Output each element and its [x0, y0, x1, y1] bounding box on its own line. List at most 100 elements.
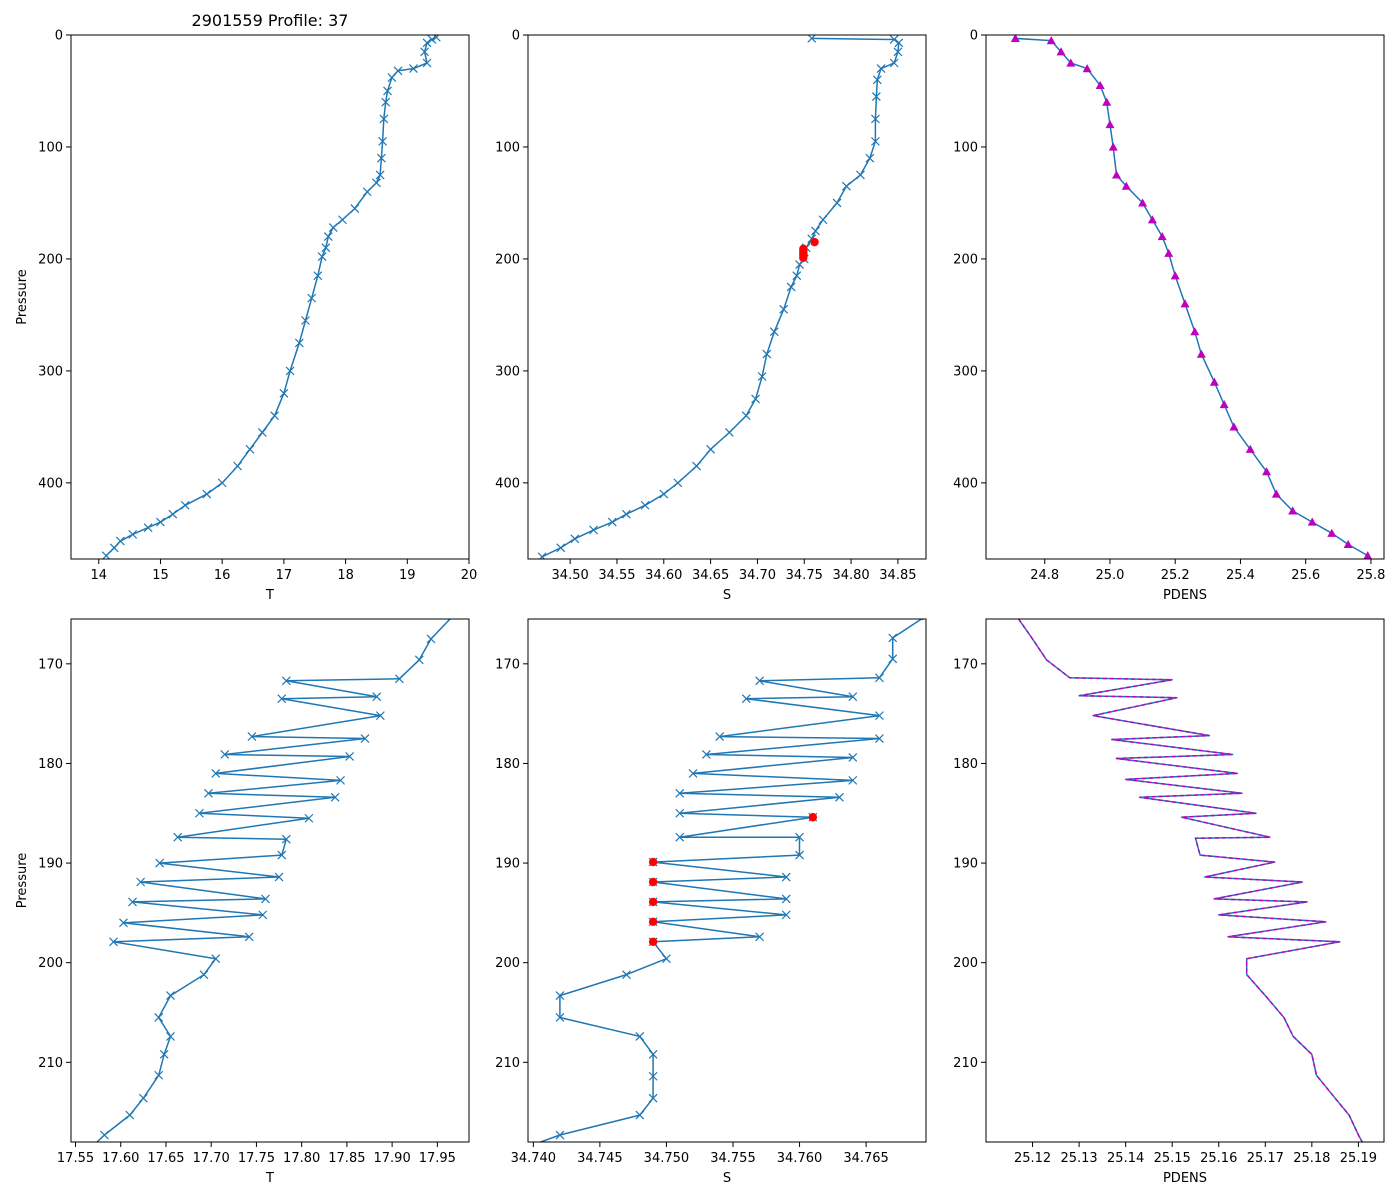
y-tick-label: 200	[38, 252, 63, 267]
data-point	[1262, 467, 1272, 476]
data-group	[101, 35, 441, 559]
data-point	[414, 655, 424, 665]
data-point	[375, 170, 385, 180]
data-point	[648, 1071, 658, 1081]
x-tick-label: 24.8	[1030, 568, 1059, 583]
data-point	[675, 808, 685, 818]
y-tick-label: 190	[953, 857, 978, 872]
data-point	[635, 1110, 645, 1120]
data-point	[893, 47, 903, 57]
data-point	[345, 752, 355, 761]
data-point	[894, 38, 904, 48]
data-point	[378, 136, 388, 146]
x-tick-label: 34.70	[739, 568, 776, 583]
y-tick-label: 200	[495, 956, 520, 971]
data-point	[101, 551, 111, 559]
data-point	[871, 114, 880, 124]
data-point	[795, 832, 804, 842]
data-point	[781, 910, 791, 920]
data-point	[811, 226, 820, 236]
data-point	[128, 529, 138, 539]
data-point	[372, 178, 381, 188]
data-point	[285, 366, 295, 376]
data-point	[159, 1049, 169, 1059]
data-point	[1105, 120, 1115, 129]
data-point	[202, 489, 212, 499]
y-tick-label: 180	[38, 757, 63, 772]
data-point	[409, 64, 418, 74]
data-point	[555, 1013, 565, 1022]
y-tick-label: 0	[512, 29, 520, 44]
data-point	[701, 750, 711, 759]
data-point	[856, 170, 865, 180]
subplot-pdens-zoom: 25.12 25.13 25.14 25.15 25.16 25.17 25.18 25.19…	[953, 618, 1385, 1186]
axes-frame	[527, 34, 927, 560]
data-point	[173, 832, 183, 842]
x-tick-label: 25.4	[1226, 568, 1255, 583]
data-point	[589, 525, 598, 535]
data-point	[792, 271, 802, 281]
data-point	[277, 850, 287, 860]
y-tick-label: 0	[55, 29, 63, 44]
y-tick-label: 210	[38, 1056, 63, 1071]
x-tick-label: 25.15	[1154, 1151, 1191, 1166]
data-point	[317, 252, 327, 262]
x-axis-label: T	[265, 588, 274, 603]
x-axis-label: T	[265, 1171, 274, 1186]
x-tick-label: 17.65	[147, 1151, 184, 1166]
data-point	[1245, 444, 1255, 453]
data-point	[832, 198, 842, 208]
x-tick-label: 34.55	[598, 568, 635, 583]
x-tick-label: 17.75	[238, 1151, 275, 1166]
data-point	[376, 153, 386, 163]
data-point	[211, 954, 221, 964]
flagged-point	[810, 237, 819, 247]
data-point	[889, 58, 899, 68]
y-axis-label: Pressure	[15, 269, 30, 325]
data-point	[1010, 35, 1020, 42]
data-point	[848, 775, 858, 785]
figure-title: 2901559 Profile: 37	[192, 11, 349, 30]
data-point	[156, 517, 165, 527]
data-point	[247, 732, 257, 741]
data-point	[751, 394, 760, 404]
x-axis-label: S	[723, 1171, 731, 1186]
x-tick-label: 34.755	[710, 1151, 756, 1166]
data-point	[1229, 422, 1239, 431]
data-point	[154, 1013, 164, 1022]
x-tick-label: 25.6	[1291, 568, 1320, 583]
data-point	[621, 509, 631, 519]
data-point	[195, 808, 204, 818]
x-tick-label: 15	[152, 568, 169, 583]
plot-grid: 14 15 16 17 18 19 200100200300400TPressure34.5…	[15, 29, 1385, 1187]
x-tick-label: 17.90	[374, 1151, 411, 1166]
data-point	[277, 694, 287, 704]
data-point	[1327, 528, 1337, 537]
axes-frame	[985, 34, 1385, 560]
data-point	[387, 73, 397, 82]
x-tick-label: 25.19	[1340, 1151, 1377, 1166]
flagged-point	[799, 253, 808, 263]
y-tick-label: 170	[495, 657, 520, 672]
data-point	[648, 1093, 658, 1103]
data-point	[281, 834, 291, 844]
data-point	[570, 534, 580, 544]
flagged-point	[648, 917, 658, 927]
data-point	[166, 991, 175, 1000]
flagged-point	[648, 897, 658, 907]
data-point	[381, 97, 391, 107]
data-point	[555, 991, 565, 1000]
data-point	[281, 676, 291, 686]
x-tick-label: 25.16	[1200, 1151, 1237, 1166]
data-point	[1271, 489, 1281, 498]
data-point	[659, 489, 669, 499]
data-point	[301, 316, 310, 325]
data-point	[426, 634, 436, 644]
y-tick-label: 190	[38, 857, 63, 872]
data-point	[136, 877, 146, 887]
data-point	[328, 223, 338, 233]
data-point	[607, 517, 617, 527]
y-tick-label: 300	[38, 364, 63, 379]
data-point	[1307, 517, 1317, 526]
